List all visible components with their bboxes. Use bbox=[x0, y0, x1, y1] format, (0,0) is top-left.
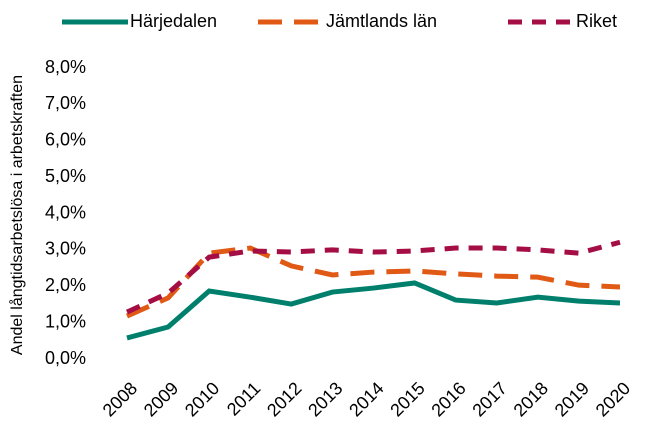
series-line bbox=[125, 245, 621, 319]
y-tick-label: 3,0% bbox=[45, 239, 86, 259]
y-tick-label: 2,0% bbox=[45, 275, 86, 295]
x-tick-label: 2015 bbox=[386, 378, 428, 420]
x-tick-label: 2020 bbox=[592, 378, 634, 420]
x-tick-label: 2013 bbox=[304, 378, 346, 420]
y-tick-label: 7,0% bbox=[45, 93, 86, 113]
y-axis-label: Andel långtidsarbetslösa i arbetskraften bbox=[8, 75, 26, 355]
x-tick-label: 2017 bbox=[468, 378, 510, 420]
x-tick-label: 2012 bbox=[263, 378, 305, 420]
x-tick-label: 2014 bbox=[345, 378, 387, 420]
y-tick-label: 8,0% bbox=[45, 57, 86, 77]
x-tick-label: 2018 bbox=[510, 378, 552, 420]
y-tick-label: 6,0% bbox=[45, 130, 86, 150]
x-tick-label: 2008 bbox=[99, 378, 141, 420]
legend-label: Jämtlands län bbox=[326, 11, 437, 31]
x-tick-label: 2011 bbox=[223, 378, 265, 420]
y-tick-label: 0,0% bbox=[45, 348, 86, 368]
legend-label: Härjedalen bbox=[130, 11, 217, 31]
x-tick-label: 2016 bbox=[427, 378, 469, 420]
legend-label: Riket bbox=[576, 11, 617, 31]
y-tick-label: 4,0% bbox=[45, 202, 86, 222]
y-tick-label: 1,0% bbox=[45, 311, 86, 331]
y-tick-label: 5,0% bbox=[45, 166, 86, 186]
series-line bbox=[125, 239, 621, 315]
x-tick-label: 2019 bbox=[551, 378, 593, 420]
x-tick-label: 2009 bbox=[140, 378, 182, 420]
x-tick-label: 2010 bbox=[181, 378, 223, 420]
series-line bbox=[126, 280, 621, 341]
